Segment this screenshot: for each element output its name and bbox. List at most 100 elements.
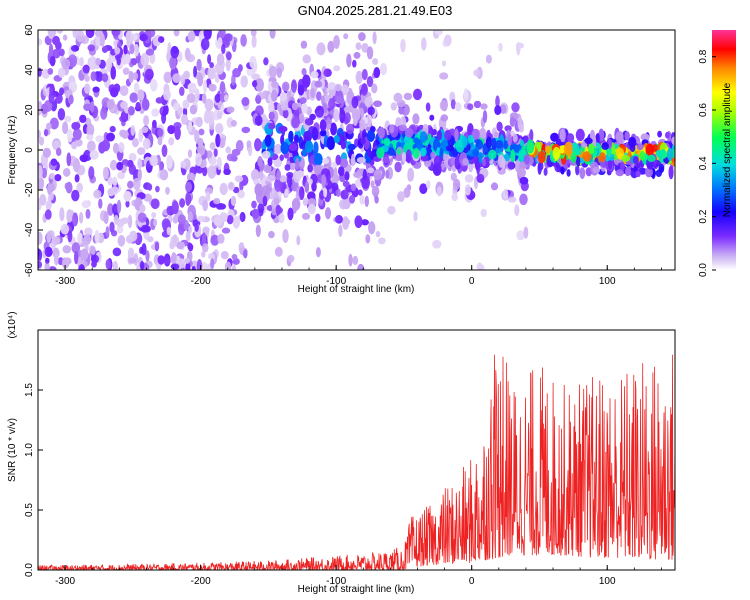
spectrogram-cell <box>268 122 276 130</box>
spectrogram-cell <box>264 134 272 147</box>
spectrogram-cell <box>413 88 422 101</box>
spectrogram-cell <box>127 247 135 260</box>
spectrogram-cell <box>517 116 523 130</box>
spectrogram-cell <box>434 30 443 36</box>
spectrogram-cell <box>274 178 282 192</box>
spectrogram-cell <box>376 147 385 159</box>
spectrogram-cell <box>288 143 298 151</box>
spectrogram-cell <box>665 131 670 139</box>
spectrogram-cell <box>112 203 119 216</box>
spectrogram-cell <box>450 156 455 166</box>
spectrogram-cell <box>194 88 200 103</box>
spectrogram-cell <box>110 87 119 98</box>
spectrogram-cell <box>137 89 145 101</box>
spectrogram-cell <box>522 135 529 143</box>
spectrogram-cell <box>207 67 216 80</box>
spectrogram-cell <box>163 89 171 101</box>
spectrogram-cell <box>100 107 108 120</box>
spectrogram-cell <box>450 172 457 182</box>
spectrogram-cell <box>250 30 257 37</box>
spectrogram-cell <box>463 88 468 101</box>
spectrogram-cell <box>338 224 343 237</box>
spectrogram-xtick-label: -200 <box>191 276 211 287</box>
spectrogram-cell <box>351 108 361 121</box>
spectrogram-cell <box>68 54 77 68</box>
spectrogram-cell <box>361 42 369 53</box>
spectrogram-cell <box>340 84 350 96</box>
spectrogram-cell <box>198 128 205 136</box>
spectrogram-cell <box>106 58 113 72</box>
spectrogram-cell <box>405 149 412 164</box>
spectrogram-cell <box>268 101 275 114</box>
spectrogram-cell <box>193 65 198 78</box>
spectrogram-cell <box>226 51 232 61</box>
spectrogram-cell <box>279 154 284 161</box>
spectrogram-cell <box>94 229 100 244</box>
spectrogram-cell <box>496 121 503 132</box>
spectrogram-cell <box>187 31 196 42</box>
spectrogram-cell <box>511 102 520 113</box>
spectrogram-cell <box>116 55 122 66</box>
spectrogram-cell <box>657 130 662 138</box>
spectrogram-cell <box>451 148 459 158</box>
spectrogram-cell <box>187 82 197 91</box>
spectrogram-cell <box>159 169 169 181</box>
spectrogram-cell <box>105 259 111 270</box>
spectrogram-cell <box>584 137 593 145</box>
spectrogram-cell <box>385 169 390 179</box>
spectrogram-cell <box>316 91 322 101</box>
spectrogram-cell <box>237 189 245 199</box>
spectrogram-cell <box>432 129 437 136</box>
spectrogram-cell <box>661 149 667 159</box>
spectrogram-cell <box>79 57 84 67</box>
spectrogram-cell <box>315 105 324 118</box>
spectrogram-cell <box>122 67 130 75</box>
spectrogram-cell <box>503 188 509 200</box>
spectrogram-cell <box>230 120 237 127</box>
spectrogram-ytick-label: 60 <box>24 24 35 36</box>
spectrogram-cell <box>83 103 93 111</box>
spectrogram-cell <box>95 57 101 66</box>
spectrogram-cell <box>163 71 172 84</box>
spectrogram-cell <box>310 88 316 99</box>
spectrogram-cell <box>208 156 217 166</box>
spectrogram-cell <box>183 219 190 231</box>
chart-title: GN04.2025.281.21.49.E03 <box>298 3 453 18</box>
spectrogram-cell <box>279 91 287 102</box>
spectrogram-cell <box>170 46 179 59</box>
spectrogram-cell <box>509 116 515 127</box>
spectrogram-cell <box>429 114 435 121</box>
spectrogram-cell <box>120 217 130 224</box>
spectrogram-cell <box>62 245 72 254</box>
spectrogram-cell <box>118 142 125 153</box>
spectrogram-cell <box>230 155 238 162</box>
spectrogram-cell <box>313 141 319 155</box>
spectrogram-cell <box>71 141 77 150</box>
spectrogram-cell <box>85 209 91 219</box>
spectrogram-cell <box>510 149 516 164</box>
spectrogram-cell <box>107 203 114 216</box>
colorbar-gradient <box>712 30 736 270</box>
spectrogram-cell <box>364 195 369 208</box>
spectrogram-cell <box>645 143 654 158</box>
spectrogram-cell <box>128 257 137 264</box>
spectrogram-cell <box>66 152 72 167</box>
spectrogram-cell <box>177 214 186 225</box>
spectrogram-cell <box>413 137 420 144</box>
spectrogram-cell <box>321 95 326 106</box>
spectrogram-cell <box>138 128 143 143</box>
spectrogram-cell <box>46 231 52 244</box>
snr-xtick-label: -100 <box>326 576 346 587</box>
spectrogram-cell <box>208 83 215 91</box>
spectrogram-cell <box>143 225 151 233</box>
spectrogram-cell <box>344 171 350 181</box>
spectrogram-cell <box>102 46 108 53</box>
spectrogram-cell <box>313 153 323 166</box>
spectrogram-cell <box>38 165 43 179</box>
spectrogram-cell <box>101 139 110 152</box>
spectrogram-cell <box>348 253 353 267</box>
spectrogram-cell <box>79 212 84 224</box>
spectrogram-cell <box>327 40 335 53</box>
spectrogram-cell <box>92 86 100 93</box>
spectrogram-cell <box>68 94 74 105</box>
